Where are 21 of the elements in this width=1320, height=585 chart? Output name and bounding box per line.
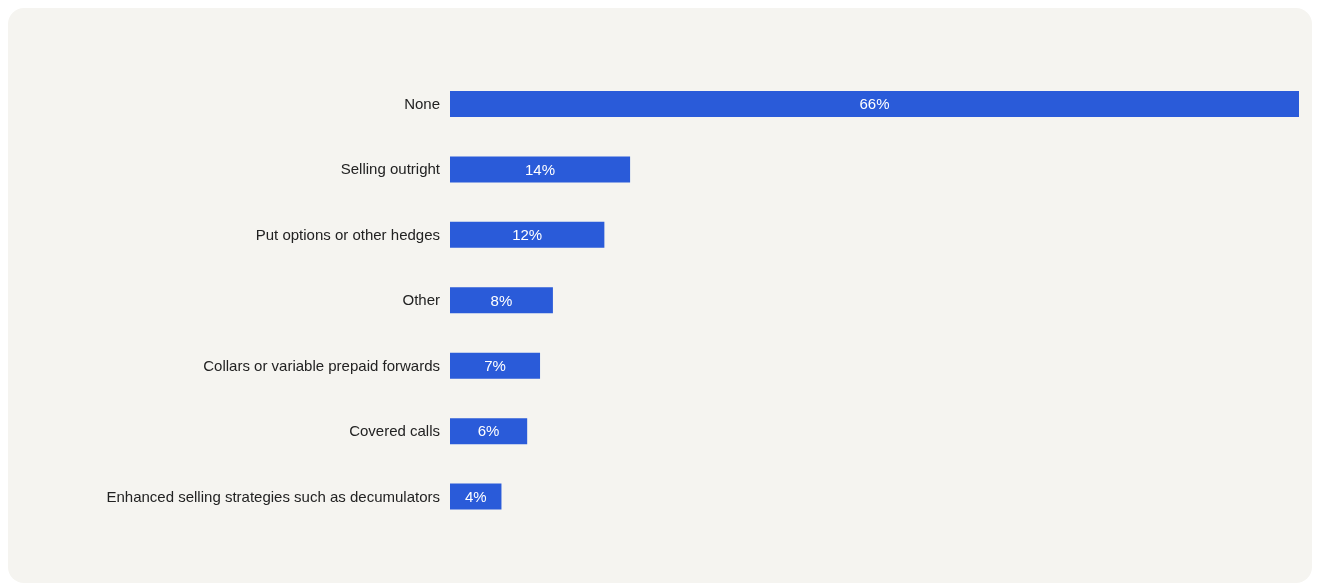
data-label: 4% xyxy=(464,487,487,505)
y-tick-label: Enhanced selling strategies such as decumulators xyxy=(106,487,440,505)
y-tick-label: Collars or variable prepaid forwards xyxy=(203,356,440,374)
data-label: 12% xyxy=(512,226,543,244)
data-label: 66% xyxy=(859,95,890,113)
bar xyxy=(450,156,631,183)
y-tick-label: Covered calls xyxy=(349,422,440,440)
bar xyxy=(450,91,1299,117)
y-tick-label: Selling outright xyxy=(340,160,441,178)
bar xyxy=(450,483,502,510)
data-label: 6% xyxy=(477,422,500,440)
bar xyxy=(450,221,605,248)
y-tick-label: Other xyxy=(402,291,440,309)
data-label: 7% xyxy=(484,357,506,375)
data-label: 14% xyxy=(525,160,556,178)
y-tick-label: Put options or other hedges xyxy=(255,225,440,243)
y-tick-label: None xyxy=(404,95,440,113)
bar xyxy=(450,352,541,379)
bar xyxy=(450,287,553,314)
bar xyxy=(450,418,528,445)
data-label: 8% xyxy=(490,291,513,309)
